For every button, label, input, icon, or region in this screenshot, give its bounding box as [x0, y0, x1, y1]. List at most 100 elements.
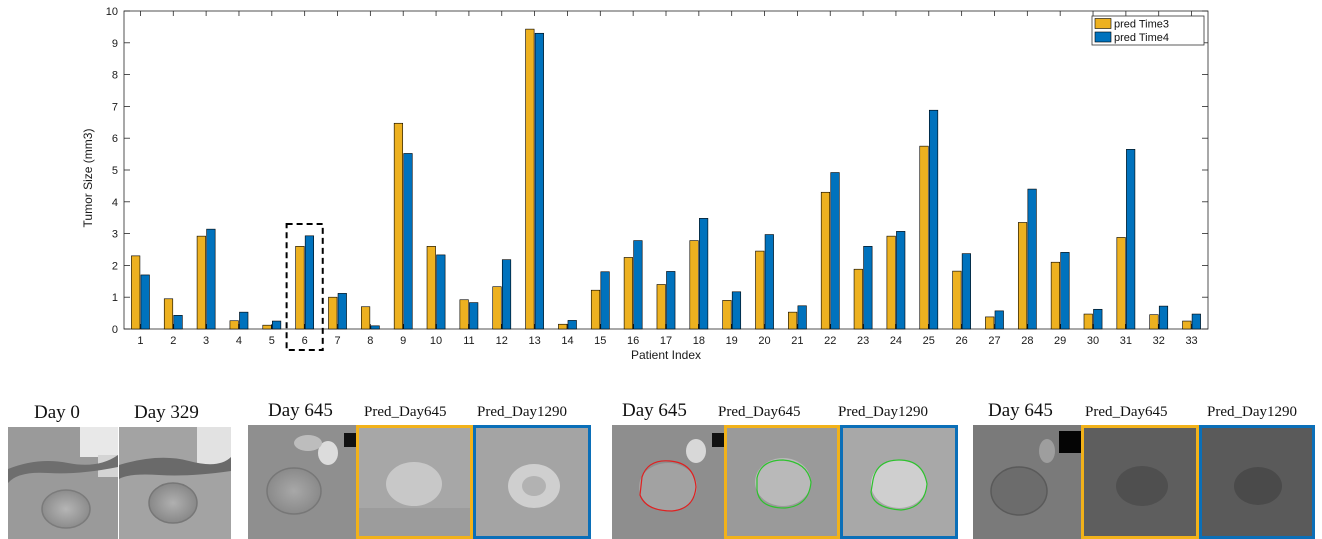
bar-pred-time4-patient-27: [994, 310, 1004, 330]
y-axis-label: Tumor Size (mm3): [81, 129, 95, 228]
bar-pred-time4-patient-23: [863, 246, 873, 330]
x-tick-label: 19: [726, 335, 738, 347]
bar-pred-time3-patient-7: [328, 296, 338, 330]
bar-pred-time3-patient-1: [131, 255, 141, 330]
bar-pred-time4-patient-4: [239, 311, 249, 330]
x-axis-label: Patient Index: [631, 348, 701, 362]
bar-pred-time4-patient-33: [1191, 313, 1201, 330]
bar-pred-time4-patient-11: [469, 302, 479, 330]
label-day329: Day 329: [134, 402, 199, 423]
highlight-box-patient-6: [285, 223, 324, 351]
pred-image-group3-day645: [724, 425, 840, 539]
x-tick-label: 3: [203, 335, 209, 347]
bar-pred-time4-patient-7: [337, 293, 347, 330]
bar-pred-time3-patient-19: [722, 300, 732, 330]
pred-image-group3-day1290: [840, 425, 958, 539]
bar-pred-time3-patient-22: [820, 191, 831, 330]
y-tick-label: 4: [112, 197, 118, 209]
bar-pred-time3-patient-16: [623, 257, 633, 330]
y-tick-label: 0: [112, 324, 118, 336]
x-tick-label: 33: [1185, 335, 1197, 347]
bar-pred-time4-patient-18: [699, 218, 709, 330]
x-tick-label: 24: [890, 335, 902, 347]
y-tick-label: 5: [112, 165, 118, 177]
bar-pred-time4-patient-14: [567, 320, 577, 330]
bar-pred-time3-patient-15: [590, 289, 601, 330]
x-tick-label: 26: [956, 335, 968, 347]
x-tick-label: 4: [236, 335, 242, 347]
y-tick-label: 8: [112, 70, 118, 82]
legend-label-pred-time3: pred Time3: [1114, 19, 1169, 31]
x-tick-label: 14: [561, 335, 573, 347]
x-tick-label: 20: [758, 335, 770, 347]
bar-pred-time3-patient-14: [558, 323, 568, 330]
bar-pred-time3-patient-30: [1083, 313, 1093, 330]
x-tick-label: 15: [594, 335, 606, 347]
bar-pred-time3-patient-6: [295, 246, 305, 330]
bar-pred-time4-patient-26: [961, 253, 971, 330]
x-tick-label: 29: [1054, 335, 1066, 347]
bar-pred-time4-patient-24: [896, 231, 906, 330]
bar-pred-time3-patient-20: [755, 250, 765, 330]
bar-pred-time4-patient-9: [403, 153, 413, 330]
bar-pred-time3-patient-13: [525, 28, 535, 330]
bar-pred-time4-patient-6: [304, 235, 315, 330]
bar-pred-time4-patient-5: [272, 320, 282, 330]
bar-pred-time4-patient-32: [1158, 305, 1169, 330]
label-group4-pred645: Pred_Day645: [1085, 404, 1168, 420]
legend-label-pred-time4: pred Time4: [1114, 32, 1169, 44]
bar-pred-time3-patient-24: [886, 235, 896, 330]
y-tick-label: 3: [112, 229, 118, 241]
label-group2-day645: Day 645: [268, 400, 333, 421]
bar-pred-time4-patient-20: [764, 234, 774, 330]
bar-pred-time4-patient-29: [1060, 252, 1070, 330]
x-tick-label: 5: [269, 335, 275, 347]
ct-image-day0: [8, 427, 118, 539]
label-group3-pred645: Pred_Day645: [718, 404, 801, 420]
x-tick-label: 31: [1120, 335, 1132, 347]
bar-pred-time3-patient-33: [1182, 320, 1192, 330]
y-tick-label: 6: [112, 133, 118, 145]
x-tick-label: 23: [857, 335, 869, 347]
bar-pred-time4-patient-19: [731, 291, 742, 330]
plot-area-frame: [123, 10, 1209, 330]
bar-pred-time3-patient-4: [229, 320, 239, 330]
bar-pred-time4-patient-8: [370, 325, 380, 330]
bar-pred-time3-patient-27: [985, 316, 995, 330]
x-tick-label: 30: [1087, 335, 1099, 347]
y-tick-label: 9: [112, 38, 118, 50]
bar-pred-time3-patient-17: [656, 284, 666, 330]
bar-pred-time3-patient-25: [919, 145, 929, 330]
y-tick-label: 7: [112, 101, 118, 113]
bar-pred-time4-patient-25: [928, 109, 939, 330]
ct-image-group4-day645: [973, 425, 1081, 539]
bar-pred-time4-patient-1: [140, 274, 150, 330]
legend-swatch-pred-time4: [1094, 31, 1112, 43]
x-tick-label: 27: [988, 335, 1000, 347]
bar-pred-time3-patient-23: [853, 268, 863, 330]
x-tick-label: 9: [400, 335, 406, 347]
label-group3-day645: Day 645: [622, 400, 687, 421]
x-tick-label: 6: [302, 335, 308, 347]
pred-image-group4-day645: [1081, 425, 1199, 539]
bar-pred-time3-patient-11: [459, 299, 469, 330]
bar-pred-time4-patient-16: [633, 240, 643, 330]
pred-image-group2-day1290: [473, 425, 591, 539]
bar-pred-time3-patient-9: [393, 122, 404, 330]
legend: pred Time3 pred Time4: [1091, 15, 1205, 46]
ct-image-day329: [119, 427, 231, 539]
bar-pred-time4-patient-3: [206, 228, 216, 330]
bar-pred-time3-patient-3: [196, 235, 206, 330]
label-day0: Day 0: [34, 402, 80, 423]
bar-pred-time4-patient-13: [534, 32, 544, 330]
bar-pred-time3-patient-18: [689, 240, 699, 330]
label-group4-pred1290: Pred_Day1290: [1207, 404, 1297, 420]
bar-pred-time4-patient-10: [436, 254, 446, 330]
label-group2-pred1290: Pred_Day1290: [477, 404, 567, 420]
x-tick-label: 17: [660, 335, 672, 347]
x-tick-label: 7: [334, 335, 340, 347]
bar-pred-time4-patient-30: [1093, 308, 1103, 330]
bar-pred-time3-patient-5: [262, 324, 272, 330]
label-group4-day645: Day 645: [988, 400, 1053, 421]
